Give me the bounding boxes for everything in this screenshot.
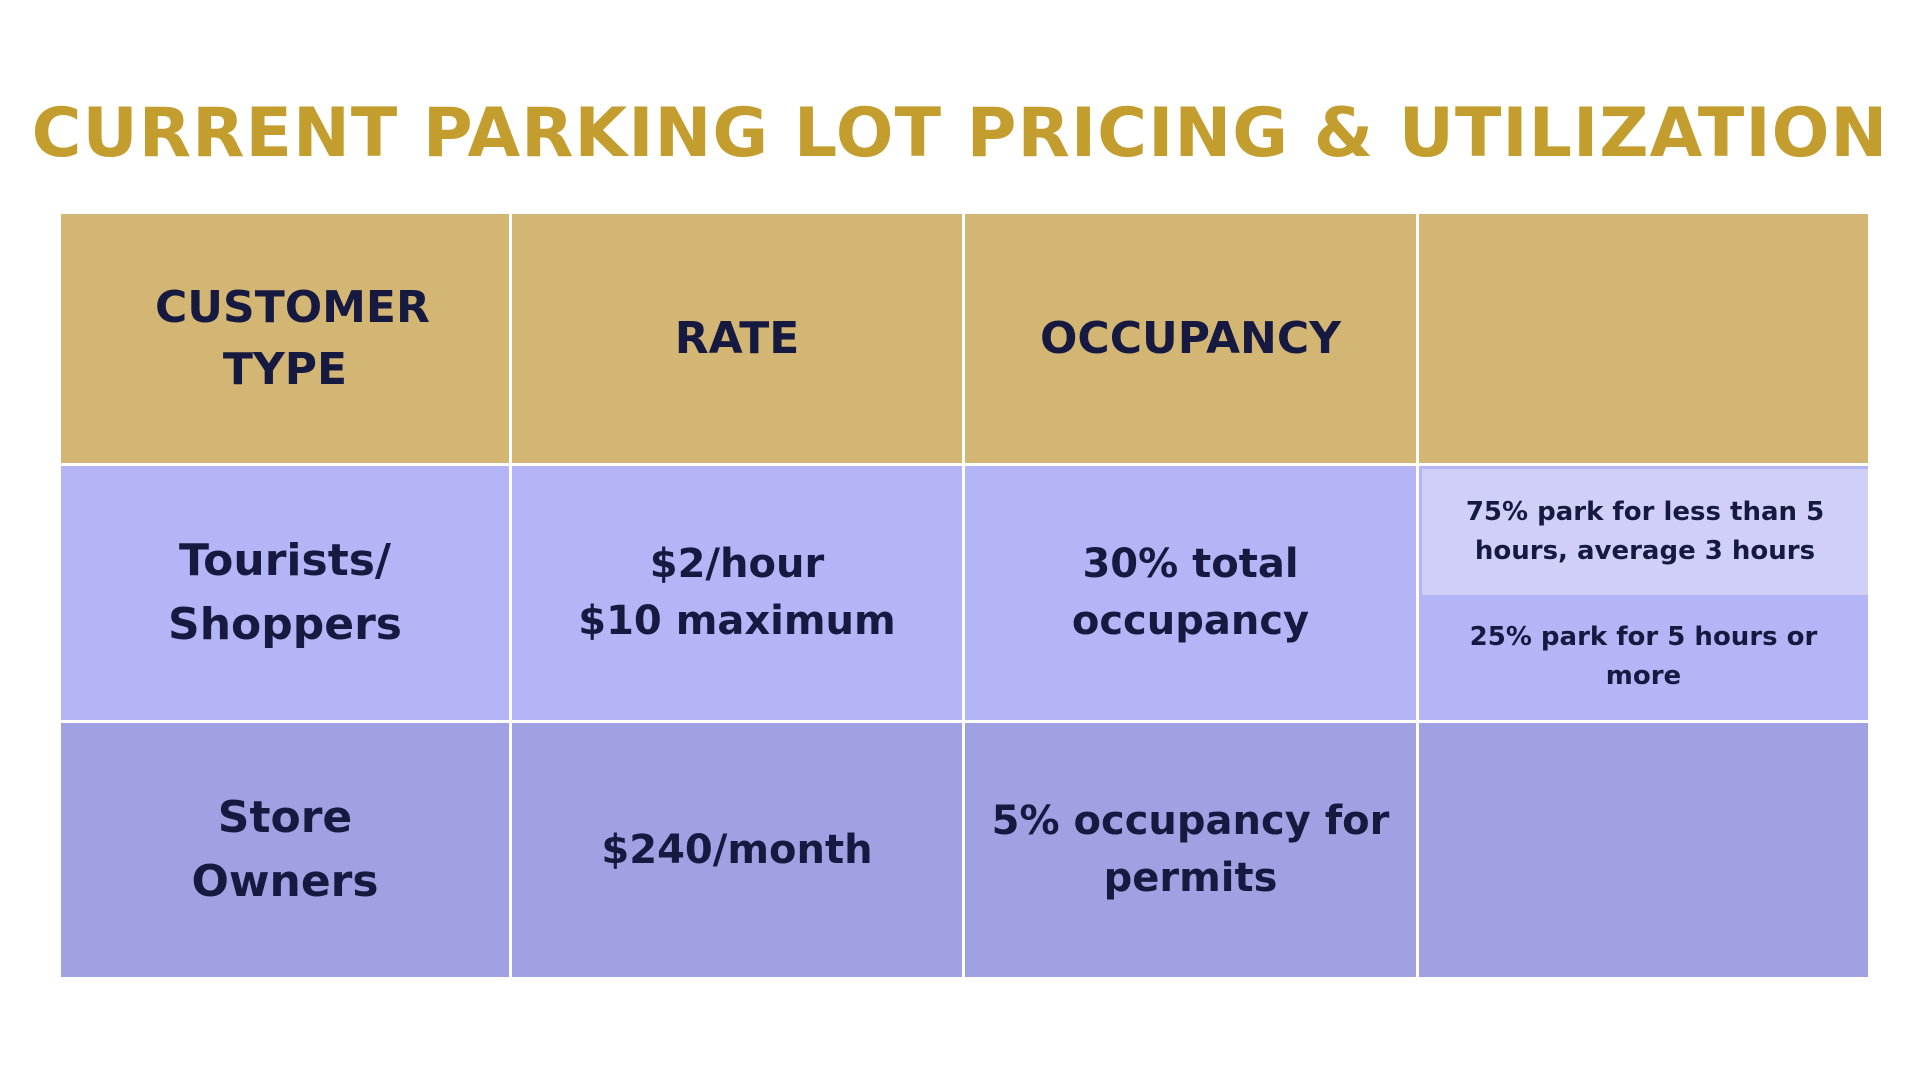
row1-occupancy: 30% total occupancy: [965, 466, 1416, 720]
header-rate: RATE: [512, 214, 962, 463]
rate-line: $2/hour: [649, 541, 825, 587]
occupancy-label: 5% occupancy for permits: [991, 798, 1390, 901]
pricing-table: CUSTOMER TYPE RATE OCCUPANCY Tourists/ S…: [61, 214, 1868, 977]
rate-line: $10 maximum: [578, 598, 896, 644]
customer-type-label: Tourists/ Shoppers: [168, 535, 402, 650]
row1-notes: 75% park for less than 5 hours, average …: [1419, 466, 1868, 720]
header-customer-type: CUSTOMER TYPE: [61, 214, 509, 463]
header-label: CUSTOMER TYPE: [155, 281, 430, 395]
customer-type-label: Store Owners: [191, 792, 379, 907]
row2-notes: [1419, 723, 1868, 977]
header-occupancy: OCCUPANCY: [965, 214, 1416, 463]
header-notes: [1419, 214, 1868, 463]
row2-customer-type: Store Owners: [61, 723, 509, 977]
note-short-stay: 75% park for less than 5 hours, average …: [1422, 469, 1868, 595]
row2-rate: $240/month: [512, 723, 962, 977]
row1-customer-type: Tourists/ Shoppers: [61, 466, 509, 720]
page-title: CURRENT PARKING LOT PRICING & UTILIZATIO…: [31, 94, 1889, 173]
row1-rate: $2/hour $10 maximum: [512, 466, 962, 720]
note-long-stay: 25% park for 5 hours or more: [1469, 622, 1818, 692]
occupancy-label: 30% total occupancy: [1071, 541, 1310, 644]
row2-occupancy: 5% occupancy for permits: [965, 723, 1416, 977]
